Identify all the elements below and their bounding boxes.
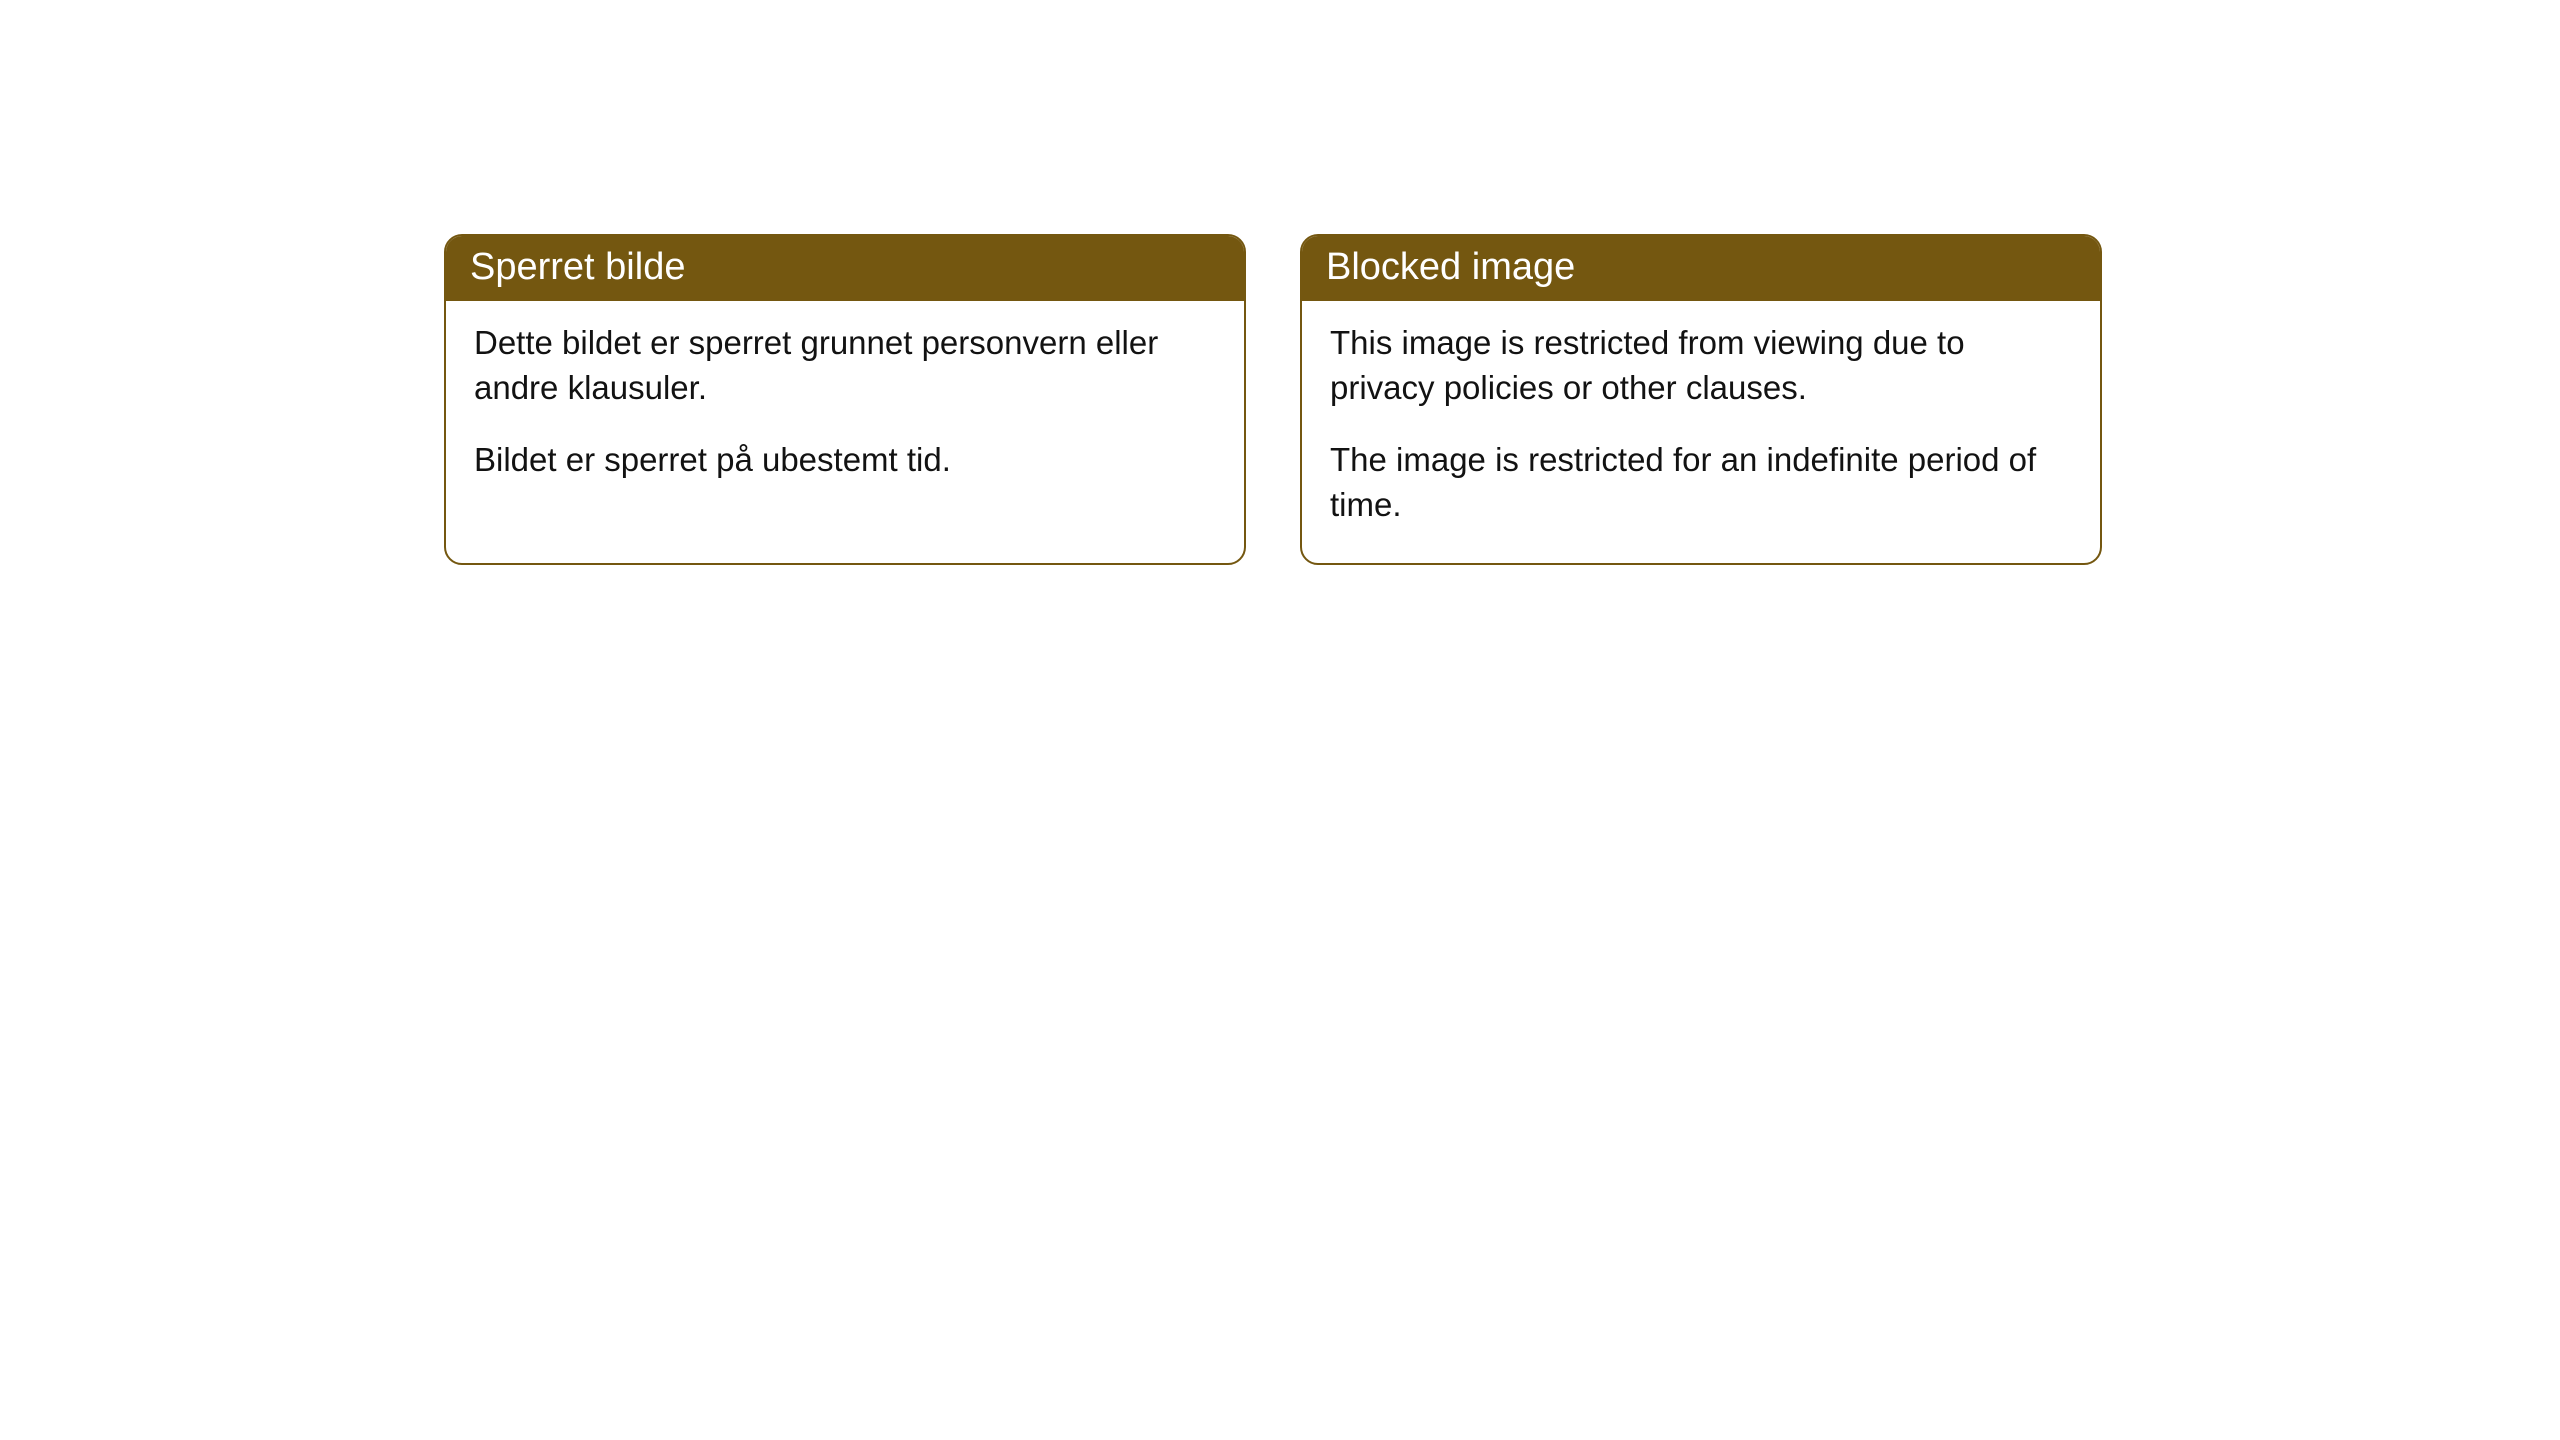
- notice-card-english: Blocked image This image is restricted f…: [1300, 234, 2102, 565]
- card-paragraph: Bildet er sperret på ubestemt tid.: [474, 438, 1216, 483]
- card-header: Sperret bilde: [446, 236, 1244, 301]
- card-paragraph: This image is restricted from viewing du…: [1330, 321, 2072, 410]
- card-paragraph: The image is restricted for an indefinit…: [1330, 438, 2072, 527]
- card-paragraph: Dette bildet er sperret grunnet personve…: [474, 321, 1216, 410]
- notice-card-norwegian: Sperret bilde Dette bildet er sperret gr…: [444, 234, 1246, 565]
- card-body: This image is restricted from viewing du…: [1302, 301, 2100, 563]
- card-header: Blocked image: [1302, 236, 2100, 301]
- card-body: Dette bildet er sperret grunnet personve…: [446, 301, 1244, 519]
- notice-cards-container: Sperret bilde Dette bildet er sperret gr…: [444, 234, 2102, 565]
